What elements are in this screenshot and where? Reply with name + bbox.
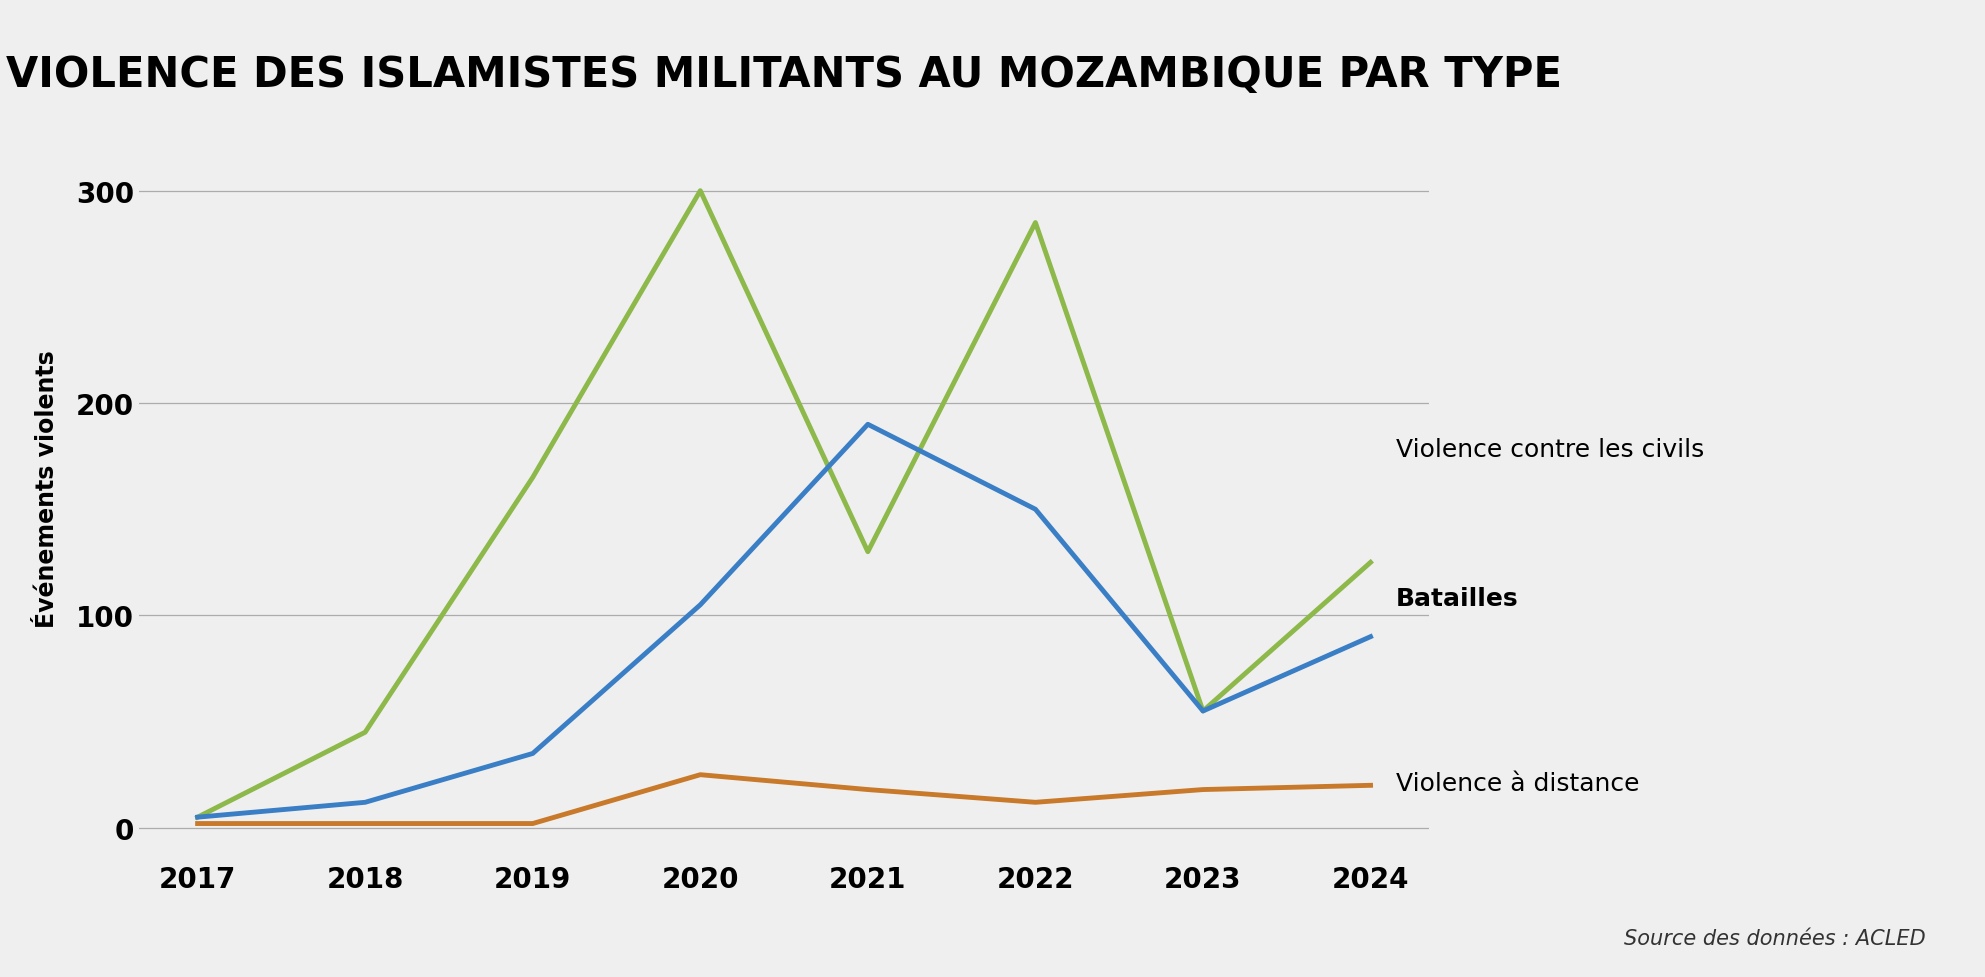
Text: Source des données : ACLED: Source des données : ACLED [1624, 928, 1925, 948]
Text: Batailles: Batailles [1395, 586, 1519, 611]
Text: Violence à distance: Violence à distance [1395, 771, 1640, 794]
Title: VIOLENCE DES ISLAMISTES MILITANTS AU MOZAMBIQUE PAR TYPE: VIOLENCE DES ISLAMISTES MILITANTS AU MOZ… [6, 54, 1562, 96]
Y-axis label: Événements violents: Événements violents [36, 350, 60, 627]
Text: Violence contre les civils: Violence contre les civils [1395, 438, 1703, 462]
